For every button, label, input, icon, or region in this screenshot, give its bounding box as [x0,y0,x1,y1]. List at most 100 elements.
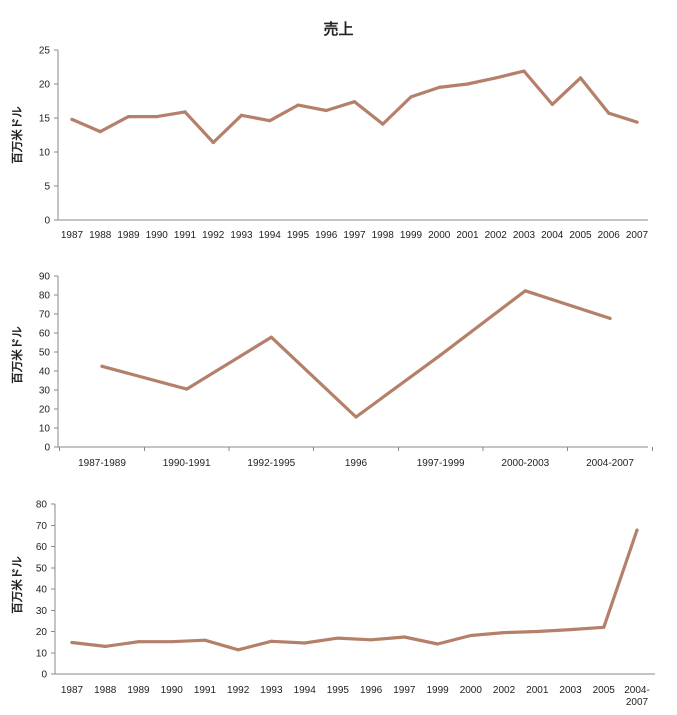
data-point [211,140,215,145]
y-tick-label: 0 [44,443,50,454]
x-tick-label: 1990-1991 [163,458,211,469]
data-point [608,316,612,320]
y-tick-label: 80 [36,500,48,511]
x-tick-label: 1997-1999 [417,458,465,469]
data-point [369,638,373,642]
x-tick-label: 1993 [230,230,253,241]
y-tick-label: 10 [36,648,48,659]
x-tick-label: 2005 [569,230,592,241]
x-tick-label: 1996 [345,458,368,469]
data-point [607,111,611,115]
x-tick-label: 1992 [227,685,250,696]
chart-panel-2: 0 10 20 30 40 50 60 70 80 90 1987-1989 1990-1991 199… [10,272,653,469]
data-point [70,640,74,645]
x-tick-label: 1993 [260,685,283,696]
data-point [568,627,573,632]
x-tick-label: 2000 [460,685,483,696]
data-point [469,633,473,638]
x-tick-label: 1988 [94,685,117,696]
y-tick-label: 50 [39,348,51,359]
y-tick-label: 0 [41,670,47,681]
data-point [354,415,358,419]
data-point [402,635,406,639]
data-point [236,648,240,652]
x-tick-label: 1995 [327,685,350,696]
x-tick-label: 2004-2007 [624,685,650,708]
x-tick-label: 2004 [541,230,564,241]
x-tick-label: 2000 [428,230,451,241]
x-tick-label: 1997 [393,685,416,696]
x-tick-label: 1996 [315,230,338,241]
data-point [435,642,440,646]
x-tick-label: 2006 [598,230,621,241]
x-tick-label: 1988 [89,230,112,241]
data-point [296,103,300,107]
x-tick-label: 2002 [485,230,508,241]
data-point [381,122,385,126]
data-point [155,115,159,119]
y-tick-label: 10 [39,424,51,435]
data-point [439,353,443,357]
data-point [578,76,583,80]
x-tick-label: 1989 [117,230,140,241]
x-tick-label: 1987 [61,685,84,696]
x-tick-label: 2002 [493,685,516,696]
data-point [203,638,207,642]
data-point [494,76,498,80]
y-tick-label: 40 [39,367,51,378]
x-tick-label: 1992-1995 [247,458,295,469]
x-tick-label: 1994 [294,685,317,696]
x-tick-label: 1987-1989 [78,458,126,469]
data-point [635,120,639,124]
data-point [103,644,107,648]
data-point [170,640,174,644]
data-point [100,364,104,368]
data-point [126,115,131,119]
data-point [437,85,441,89]
chart-title: 売上 [323,20,354,38]
x-tick-label: 1997 [343,230,366,241]
chart-panel-1: 0 5 10 15 20 25 1987 1988 1989 1990 1991 1992 1993 19… [10,46,649,242]
data-point [523,289,527,293]
data-point [70,117,74,121]
x-tick-label: 2000-2003 [501,458,549,469]
y-tick-label: 40 [36,585,48,596]
data-point [336,636,340,640]
x-tick-label: 2001 [526,685,549,696]
y-tick-label: 20 [36,627,48,638]
x-tick-label: 1999 [400,230,423,241]
series-line [70,528,639,652]
y-tick-label: 5 [44,182,50,193]
data-point [635,528,639,532]
y-tick-label: 10 [39,148,51,159]
x-tick-label: 1995 [287,230,310,241]
data-point [185,387,189,391]
data-point [535,629,539,634]
data-point [502,630,506,635]
x-tick-label: 1987 [61,230,84,241]
data-point [98,130,102,134]
y-axis-title: 百万米ドル [10,556,24,614]
data-point [465,82,470,86]
x-tick-label: 2001 [456,230,479,241]
x-tick-label: 2003 [513,230,536,241]
data-point [239,113,244,117]
series-line [100,289,612,419]
y-tick-label: 90 [39,272,51,283]
x-tick-label: 2007 [626,230,649,241]
y-tick-label: 25 [39,46,51,57]
x-tick-label: 1999 [426,685,449,696]
data-point [269,335,273,339]
y-tick-label: 15 [39,114,51,125]
x-tick-label: 2005 [593,685,616,696]
data-point [602,625,606,629]
x-tick-label: 1989 [127,685,150,696]
y-axis-title: 百万米ドル [10,106,24,164]
data-point [183,110,187,114]
x-tick-label: 2003 [559,685,582,696]
y-tick-label: 30 [39,386,51,397]
x-tick-label: 1990 [161,685,184,696]
x-tick-label: 1996 [360,685,383,696]
y-tick-label: 0 [44,216,50,227]
